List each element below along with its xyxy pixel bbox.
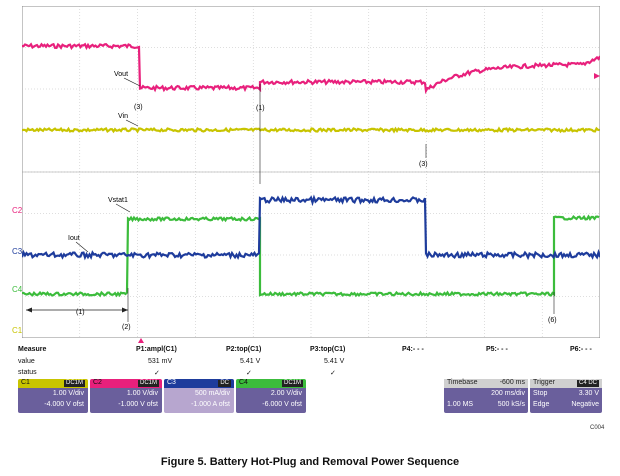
measure-p3-name: P3:top(C1) — [310, 346, 346, 353]
measure-p6-name: P6:- - - — [570, 346, 592, 353]
channel-box-c3-coupling: DC — [218, 380, 231, 387]
measure-p1-value: 531 mV — [148, 358, 173, 365]
measure-p4-name: P4:- - - — [402, 346, 424, 353]
channel-box-c2-num: C2 — [93, 379, 102, 386]
channel-box-c1-num: C1 — [21, 379, 30, 386]
trigger-title: Trigger — [533, 379, 555, 386]
timebase-box[interactable]: Timebase -600 ms 200 ms/div 1.00 MS 500 … — [444, 379, 528, 413]
trigger-position-marker — [138, 338, 144, 343]
vin-trace — [21, 126, 600, 134]
timebase-rate: 500 kS/s — [497, 401, 525, 408]
channel-box-c3-scale: 500 mA/div — [194, 390, 230, 397]
trigger-box[interactable]: Trigger C4 DC Stop 3.30 V Edge Negative — [530, 379, 602, 413]
iout-trace — [20, 194, 602, 261]
channel-box-c2[interactable]: C2 DC1M 1.00 V/div -1.000 V ofst — [90, 379, 162, 413]
channel-tag-c3: C3 — [12, 247, 23, 256]
marker-1-left: (1) — [76, 309, 85, 316]
measure-p5-name: P5:- - - — [486, 346, 508, 353]
channel-tag-c4: C4 — [12, 285, 23, 294]
channel-box-c4-num: C4 — [239, 379, 248, 386]
trigger-slope: Negative — [571, 401, 599, 408]
trigger-mode: Stop — [533, 390, 548, 397]
channel-box-c1-scale: 1.00 V/div — [52, 390, 84, 397]
figure-id: C004 — [590, 425, 605, 431]
figure-caption: Figure 5. Battery Hot-Plug and Removal P… — [160, 456, 460, 468]
channel-box-c4-scale: 2.00 V/div — [270, 390, 302, 397]
channel-tag-c2: C2 — [12, 206, 23, 215]
channel-box-c4-offset: -6.000 V ofst — [262, 401, 302, 408]
vstat1-trace — [21, 214, 600, 298]
measure-header-row: Measure P1:ampl(C1) P2:top(C1) P3:top(C1… — [18, 346, 608, 357]
timebase-div: 200 ms/div — [491, 390, 525, 397]
channel-box-c2-scale: 1.00 V/div — [126, 390, 158, 397]
trigger-source-tag: C4 DC — [576, 380, 599, 387]
marker-2: (2) — [122, 324, 131, 331]
vout-trace — [21, 42, 601, 95]
scope-screen: Vout Vin Vstat1 Iout (1) (2) (3) (1) (3)… — [20, 5, 602, 339]
channel-box-c4-coupling: DC1M — [281, 380, 303, 387]
timebase-title: Timebase — [447, 379, 478, 386]
measure-p1-status: ✓ — [154, 370, 160, 377]
vout-label: Vout — [114, 71, 128, 78]
marker-3-b: (3) — [419, 161, 428, 168]
measure-p2-name: P2:top(C1) — [226, 346, 262, 353]
measure-status-label: status — [18, 369, 37, 376]
marker-3-a: (3) — [134, 104, 143, 111]
measure-p3-status: ✓ — [330, 370, 336, 377]
measure-title: Measure — [18, 346, 47, 353]
channel-box-c2-offset: -1.000 V ofst — [118, 401, 158, 408]
channel-box-c1-offset: -4.000 V ofst — [44, 401, 84, 408]
measure-p3-value: 5.41 V — [324, 358, 345, 365]
channel-tag-c1: C1 — [12, 326, 23, 335]
channel-box-c1[interactable]: C1 DC1M 1.00 V/div -4.000 V ofst — [18, 379, 88, 413]
measure-p2-status: ✓ — [246, 370, 252, 377]
trigger-level-marker — [594, 73, 600, 79]
measure-p1-name: P1:ampl(C1) — [136, 346, 177, 353]
trigger-type: Edge — [533, 401, 550, 408]
channel-box-c3[interactable]: C3 DC 500 mA/div -1.000 A ofst — [164, 379, 234, 413]
vstat1-label: Vstat1 — [108, 197, 128, 204]
waveform-display: Vout Vin Vstat1 Iout (1) (2) (3) (1) (3)… — [20, 5, 602, 339]
timebase-samples: 1.00 MS — [447, 401, 474, 408]
measure-p2-value: 5.41 V — [240, 358, 261, 365]
channel-box-c4[interactable]: C4 DC1M 2.00 V/div -6.000 V ofst — [236, 379, 306, 413]
channel-box-c3-offset: -1.000 A ofst — [191, 401, 230, 408]
vin-label: Vin — [118, 113, 128, 120]
timebase-offset: -600 ms — [499, 379, 525, 386]
measure-value-row: value 531 mV 5.41 V 5.41 V — [18, 358, 608, 369]
measure-status-row: status ✓ ✓ ✓ — [18, 369, 608, 380]
channel-box-c1-coupling: DC1M — [63, 380, 85, 387]
trigger-level: 3.30 V — [578, 390, 599, 397]
channel-box-c3-num: C3 — [167, 379, 176, 386]
measure-value-label: value — [18, 358, 35, 365]
marker-6: (6) — [548, 317, 557, 324]
channel-box-c2-coupling: DC1M — [137, 380, 159, 387]
iout-label: Iout — [68, 235, 80, 242]
